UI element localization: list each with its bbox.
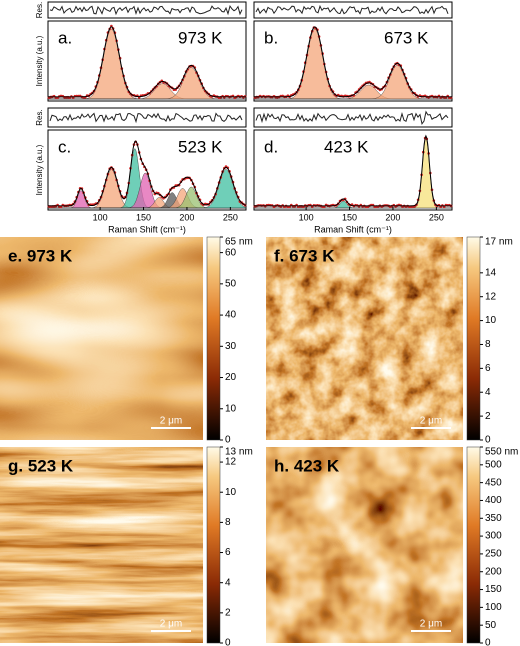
panel-label: c. xyxy=(58,137,71,156)
colorbar-tick-label: 50 xyxy=(485,620,497,631)
spectrum-frame xyxy=(253,129,453,211)
colorbar-tick-label: 400 xyxy=(485,495,502,506)
residual-frame xyxy=(47,1,247,19)
residual-label: Res. xyxy=(35,2,44,18)
colorbar-tick-label: 65 nm xyxy=(225,237,253,248)
spectrum-frame xyxy=(47,20,247,102)
x-tick-label: 100 xyxy=(93,212,108,222)
afm-image xyxy=(0,237,203,440)
colorbar-tick-label: 100 xyxy=(485,602,502,613)
x-tick-label: 200 xyxy=(179,212,194,222)
x-tick-label: 200 xyxy=(385,212,400,222)
colorbar-tick-label: 6 xyxy=(485,363,491,374)
colorbar-tick-label: 12 xyxy=(225,457,237,468)
residual-line xyxy=(49,4,243,16)
panel-label: a. xyxy=(58,28,72,47)
colorbar-tick-label: 10 xyxy=(225,403,237,414)
colorbar-tick-label: 200 xyxy=(485,566,502,577)
x-tick-label: 150 xyxy=(136,212,151,222)
scale-bar-label: 2 μm xyxy=(160,416,182,427)
afm-label: g. 523 K xyxy=(8,456,74,475)
colorbar-tick-label: 2 xyxy=(225,607,231,618)
spectrum-frame xyxy=(253,20,453,102)
scale-bar-label: 2 μm xyxy=(420,416,442,427)
panel-label: d. xyxy=(264,137,278,156)
colorbar-tick-label: 6 xyxy=(225,547,231,558)
colorbar-tick-label: 350 xyxy=(485,513,502,524)
residual-line xyxy=(49,112,243,124)
afm-label: f. 673 K xyxy=(274,246,335,265)
colorbar-tick-label: 20 xyxy=(225,372,237,383)
fit-line xyxy=(48,140,247,207)
residual-label: Res. xyxy=(35,109,44,125)
colorbar-tick-label: 0 xyxy=(485,638,491,646)
colorbar-tick-label: 150 xyxy=(485,584,502,595)
residual-frame xyxy=(253,107,453,128)
colorbar-tick-label: 10 xyxy=(485,315,497,326)
colorbar-tick-label: 4 xyxy=(485,387,491,398)
afm-image xyxy=(0,447,203,643)
residual-line xyxy=(255,110,449,125)
residual-frame xyxy=(253,1,453,19)
temperature-label: 973 K xyxy=(178,28,223,47)
afm-image xyxy=(266,447,463,643)
colorbar-tick-label: 0 xyxy=(485,435,491,446)
colorbar-tick-label: 14 xyxy=(485,267,497,278)
colorbar-tick-label: 450 xyxy=(485,477,502,488)
colorbar-tick-label: 10 xyxy=(225,487,237,498)
spectrum-frame xyxy=(47,129,247,211)
colorbar-tick-label: 8 xyxy=(485,339,491,350)
colorbar-tick-label: 12 xyxy=(485,291,497,302)
temperature-label: 423 K xyxy=(324,137,369,156)
afm-image xyxy=(266,237,463,440)
x-axis-label: Raman Shift (cm⁻¹) xyxy=(314,224,392,234)
colorbar-tick-label: 550 nm xyxy=(485,447,518,458)
scale-bar-label: 2 μm xyxy=(420,619,442,630)
colorbar-tick-label: 500 xyxy=(485,459,502,470)
colorbar xyxy=(466,446,481,644)
fit-line xyxy=(254,26,452,98)
x-tick-label: 150 xyxy=(342,212,357,222)
x-axis-label: Raman Shift (cm⁻¹) xyxy=(108,224,186,234)
colorbar-tick-label: 30 xyxy=(225,341,237,352)
colorbar xyxy=(206,446,221,644)
colorbar-tick-label: 4 xyxy=(225,577,231,588)
afm-label: e. 973 K xyxy=(8,246,73,265)
scale-bar-label: 2 μm xyxy=(160,619,182,630)
colorbar-tick-label: 250 xyxy=(485,549,502,560)
colorbar-tick-label: 8 xyxy=(225,517,231,528)
residual-frame xyxy=(47,107,247,128)
colorbar-tick-label: 0 xyxy=(225,638,231,646)
colorbar-tick-label: 0 xyxy=(225,435,231,446)
temperature-label: 523 K xyxy=(178,137,223,156)
afm-label: h. 423 K xyxy=(274,456,340,475)
x-tick-label: 100 xyxy=(299,212,314,222)
residual-line xyxy=(255,4,449,15)
colorbar-tick-label: 13 nm xyxy=(225,447,253,458)
colorbar xyxy=(466,236,481,441)
component-fill xyxy=(254,65,452,100)
x-tick-label: 250 xyxy=(429,212,444,222)
colorbar-tick-label: 2 xyxy=(485,411,491,422)
colorbar-tick-label: 17 nm xyxy=(485,237,513,248)
fit-line xyxy=(48,26,246,98)
colorbar-tick-label: 300 xyxy=(485,531,502,542)
x-tick-label: 250 xyxy=(223,212,238,222)
y-axis-label: Intensity (a.u.) xyxy=(35,144,44,195)
y-axis-label: Intensity (a.u.) xyxy=(35,35,44,86)
fit-line xyxy=(254,134,452,207)
colorbar-tick-label: 50 xyxy=(225,278,237,289)
colorbar xyxy=(206,236,221,441)
panel-label: b. xyxy=(264,28,278,47)
component-fill xyxy=(48,67,246,100)
temperature-label: 673 K xyxy=(384,28,429,47)
colorbar-tick-label: 40 xyxy=(225,310,237,321)
colorbar-tick-label: 60 xyxy=(225,247,237,258)
